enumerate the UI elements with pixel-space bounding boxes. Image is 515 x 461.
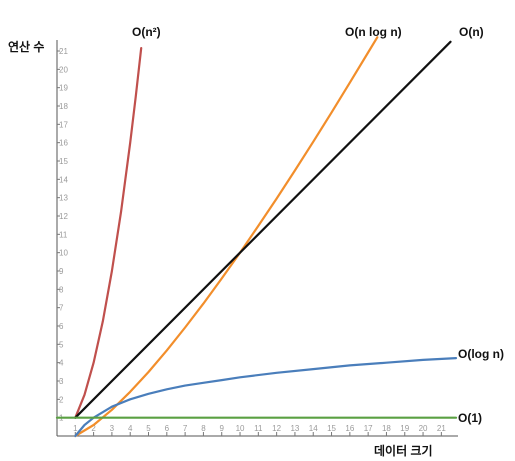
series-label-n: O(n) bbox=[459, 25, 484, 39]
y-tick-label: 4 bbox=[59, 359, 64, 368]
series-label-n-log-n: O(n log n) bbox=[345, 25, 402, 39]
x-tick-label: 3 bbox=[110, 424, 115, 433]
y-tick-label: 19 bbox=[59, 84, 68, 93]
x-tick-label: 20 bbox=[419, 424, 428, 433]
x-tick-label: 7 bbox=[183, 424, 188, 433]
series-label-log-n: O(log n) bbox=[458, 347, 504, 361]
series-line-log-n bbox=[74, 357, 458, 438]
series-line-n-log-n bbox=[74, 36, 379, 438]
y-tick-label: 13 bbox=[59, 194, 68, 203]
y-tick-label: 15 bbox=[59, 157, 68, 166]
x-tick-label: 12 bbox=[272, 424, 281, 433]
x-tick-label: 4 bbox=[128, 424, 133, 433]
x-tick-label: 8 bbox=[201, 424, 206, 433]
y-tick-label: 20 bbox=[59, 65, 68, 74]
x-tick-label: 10 bbox=[236, 424, 245, 433]
y-tick-label: 16 bbox=[59, 139, 68, 148]
x-tick-label: 14 bbox=[309, 424, 318, 433]
series-label-n-squared: O(n²) bbox=[132, 25, 161, 39]
x-axis-title: 데이터 크기 bbox=[374, 443, 433, 458]
x-tick-label: 16 bbox=[345, 424, 354, 433]
x-tick-label: 5 bbox=[146, 424, 151, 433]
series-label-constant: O(1) bbox=[458, 411, 482, 425]
series-line-n-squared bbox=[74, 46, 143, 419]
y-tick-label: 5 bbox=[59, 340, 64, 349]
y-tick-label: 17 bbox=[59, 120, 68, 129]
x-tick-label: 21 bbox=[437, 424, 446, 433]
x-tick-label: 11 bbox=[254, 424, 263, 433]
y-tick-label: 14 bbox=[59, 175, 68, 184]
x-tick-label: 2 bbox=[91, 424, 96, 433]
x-tick-label: 9 bbox=[219, 424, 224, 433]
series-line-n bbox=[74, 40, 452, 419]
y-tick-label: 2 bbox=[59, 395, 64, 404]
y-tick-label: 12 bbox=[59, 212, 68, 221]
x-tick-label: 1 bbox=[73, 424, 78, 433]
x-tick-label: 19 bbox=[400, 424, 409, 433]
y-tick-label: 3 bbox=[59, 377, 64, 386]
series-lines bbox=[55, 36, 458, 438]
y-tick-label: 7 bbox=[59, 304, 64, 313]
y-tick-label: 10 bbox=[59, 249, 68, 258]
y-tick-label: 11 bbox=[59, 230, 68, 239]
x-tick-label: 13 bbox=[290, 424, 299, 433]
series-labels: O(n²) O(n log n) O(n) O(log n) O(1) bbox=[132, 25, 504, 425]
x-tick-label: 15 bbox=[327, 424, 336, 433]
y-tick-label: 21 bbox=[59, 47, 68, 56]
x-tick-label: 18 bbox=[382, 424, 391, 433]
y-tick-label: 18 bbox=[59, 102, 68, 111]
y-tick-label: 6 bbox=[59, 322, 64, 331]
x-tick-label: 6 bbox=[165, 424, 170, 433]
tick-marks: 1 2 3 4 5 6 7 8 9 10 11 12 13 14 15 16 17 18 19 20 211234567… bbox=[57, 47, 446, 436]
y-tick-label: 9 bbox=[59, 267, 64, 276]
x-tick-label: 17 bbox=[364, 424, 373, 433]
y-axis-title: 연산 수 bbox=[8, 39, 44, 54]
y-tick-label: 8 bbox=[59, 285, 64, 294]
